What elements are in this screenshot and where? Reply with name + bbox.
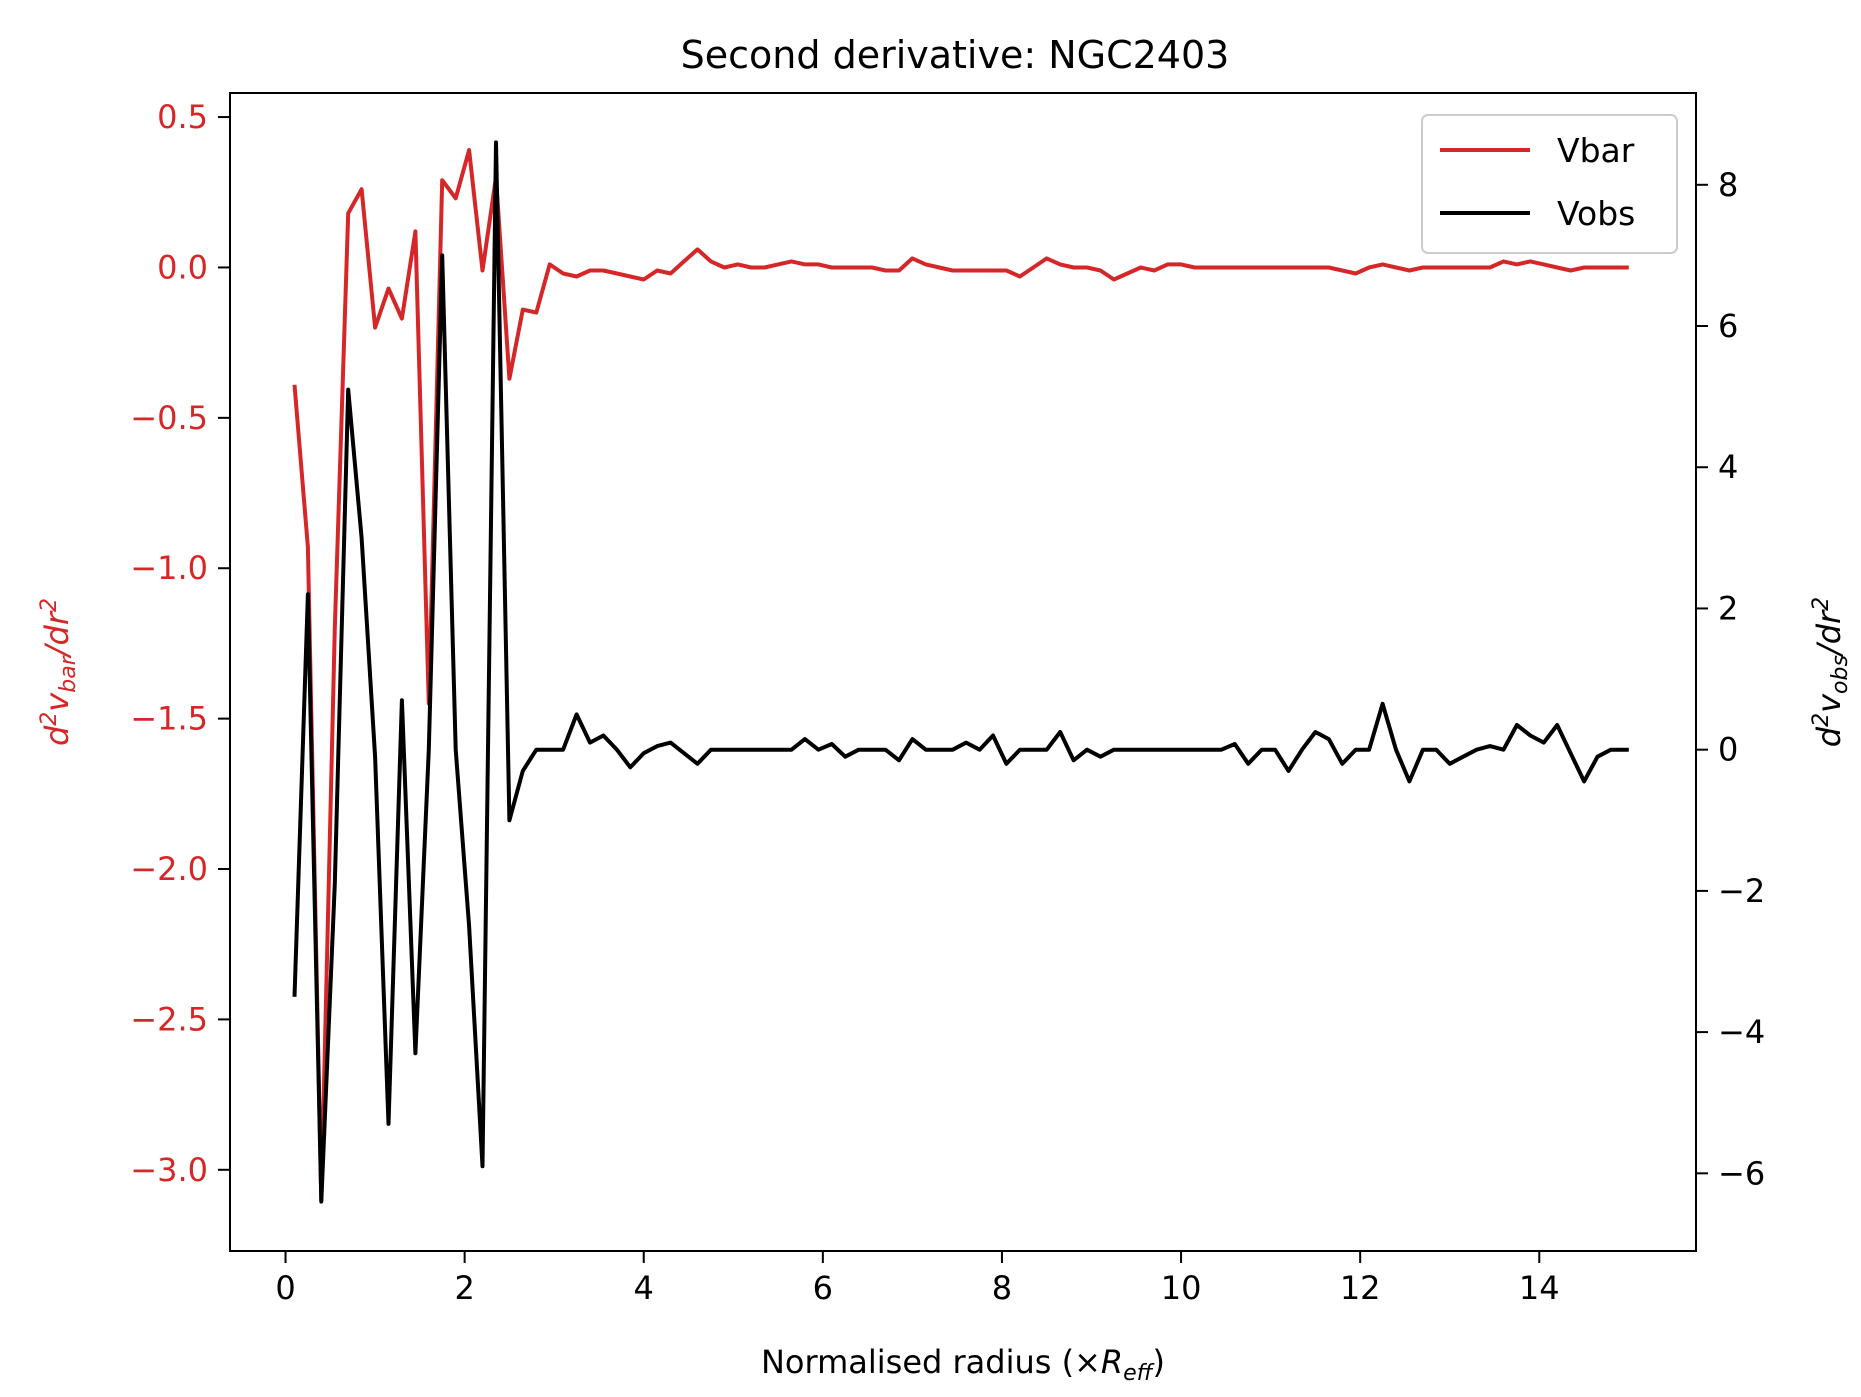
- x-tick-label: 8: [992, 1269, 1012, 1307]
- left-y-axis-ticks: 0.5 0.0 −0.5 −1.0 −1.5 −2.0 −2.5 −3.0: [130, 98, 230, 1189]
- x-tick-label: 6: [813, 1269, 833, 1307]
- right-y-tick-label: 4: [1718, 448, 1738, 486]
- chart-title: Second derivative: NGC2403: [681, 33, 1230, 77]
- left-y-tick-label: 0.5: [157, 98, 208, 136]
- left-y-tick-label: −2.5: [130, 1000, 208, 1038]
- x-tick-label: 4: [634, 1269, 654, 1307]
- left-y-tick-label: 0.0: [157, 248, 208, 286]
- series-line-vbar: [292, 148, 1629, 1202]
- legend: Vbar Vobs: [1421, 114, 1678, 254]
- plot-area-frame: [229, 92, 1697, 1252]
- x-tick-label: 2: [454, 1269, 474, 1307]
- right-y-tick-label: 6: [1718, 307, 1738, 345]
- x-tick-label: 14: [1519, 1269, 1560, 1307]
- left-y-tick-label: −0.5: [130, 399, 208, 437]
- left-y-tick-label: −1.0: [130, 549, 208, 587]
- legend-box: [1421, 114, 1678, 254]
- series-line-vobs: [292, 140, 1629, 1204]
- x-axis-label-r: R: [1101, 1343, 1123, 1381]
- right-y-tick-label: 2: [1718, 589, 1738, 627]
- right-y-tick-label: −2: [1718, 872, 1765, 910]
- left-y-tick-label: −2.0: [130, 850, 208, 888]
- right-y-tick-label: 8: [1718, 166, 1738, 204]
- legend-label-vbar: Vbar: [1557, 131, 1635, 170]
- x-axis-label-close: ): [1153, 1343, 1165, 1381]
- right-y-axis-ticks: 8 6 4 2 0 −2 −4 −6: [1696, 166, 1765, 1192]
- left-y-tick-label: −1.5: [130, 700, 208, 738]
- x-axis-ticks: 0 2 4 6 8 10 12 14: [275, 1251, 1560, 1307]
- right-y-tick-label: −4: [1718, 1013, 1765, 1051]
- x-tick-label: 12: [1340, 1269, 1381, 1307]
- right-y-tick-label: −6: [1718, 1154, 1765, 1192]
- x-tick-label: 0: [275, 1269, 295, 1307]
- x-axis-label: Normalised radius (×Reff): [761, 1343, 1165, 1386]
- left-y-tick-label: −3.0: [130, 1151, 208, 1189]
- x-tick-label: 10: [1161, 1269, 1202, 1307]
- legend-label-vobs: Vobs: [1557, 194, 1635, 233]
- x-axis-label-text: Normalised radius (×: [761, 1343, 1101, 1381]
- x-axis-label-sub: eff: [1123, 1361, 1155, 1386]
- right-y-tick-label: 0: [1718, 731, 1738, 769]
- x-axis-label-main: Normalised radius (×Reff): [761, 1343, 1165, 1386]
- series-lines: [292, 140, 1629, 1204]
